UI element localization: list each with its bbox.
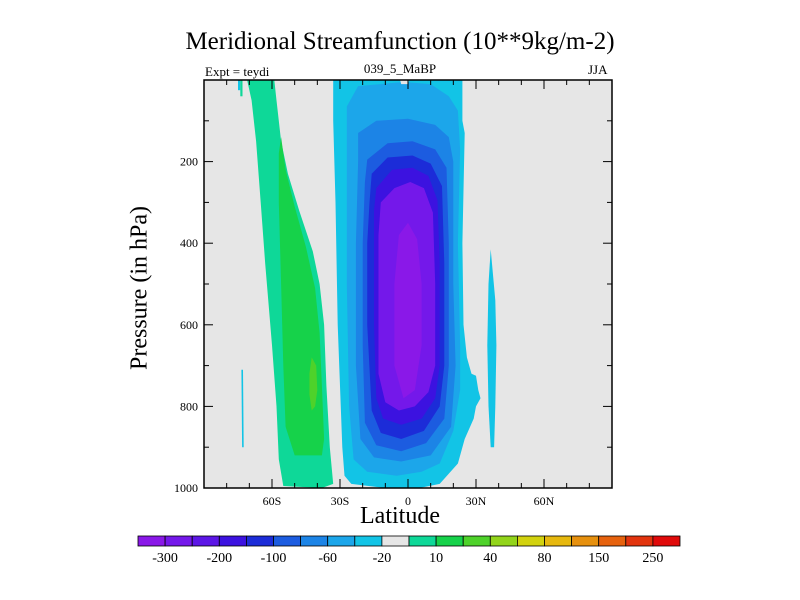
colorbar-label: 40 [483,551,497,566]
colorbar-label: 10 [429,551,443,566]
colorbar-label: 250 [642,551,663,566]
contour-region-north-pole-blob [240,80,243,97]
colorbar-swatch [245,535,274,547]
x-tick-label: 0 [405,494,411,508]
colorbar-swatch [327,535,356,547]
contour-region-left-streak [241,369,244,448]
season-label: JJA [588,62,608,77]
colorbar-label: 150 [588,551,609,566]
colorbar-swatch [462,535,491,547]
colorbar-label: -300 [152,551,178,566]
x-tick-label: 60S [263,494,282,508]
colorbar-swatch [300,535,329,547]
colorbar-swatch [137,535,166,547]
x-axis-label: Latitude [360,503,440,529]
y-tick-label: 400 [180,236,198,250]
x-tick-label: 60N [534,494,555,508]
colorbar-swatch [435,535,464,547]
colorbar-swatch [489,535,518,547]
colorbar-label: -200 [206,551,232,566]
contour-region-south-cell-core-inner [394,222,422,399]
colorbar-swatch [191,535,220,547]
colorbar-label: -20 [373,551,392,566]
y-tick-label: 600 [180,318,198,332]
contour-region-north-pole-sliver [238,80,241,91]
x-tick-label: 30N [466,494,487,508]
colorbar-label: -60 [318,551,337,566]
colorbar-label: -100 [261,551,287,566]
period-label: 039_5_MaBP [363,61,437,76]
colorbar-swatch [517,535,545,547]
colorbar-swatch [598,535,627,547]
contour-region-top-white-spot [400,80,410,85]
colorbar-swatch [218,535,247,547]
colorbar-swatch [381,535,410,547]
chart-title: Meridional Streamfunction (10**9kg/m-2) [185,28,615,55]
colorbar-swatch [408,535,437,547]
contour-fills [238,80,497,488]
experiment-label: Expt = teydi [205,64,270,79]
y-tick-label: 1000 [174,481,198,495]
y-tick-label: 200 [180,155,198,169]
contour-region-right-streak [487,249,497,448]
y-tick-label: 800 [180,399,198,413]
x-tick-label: 30S [331,494,350,508]
colorbar-swatch [544,535,573,547]
colorbar-swatch [625,535,654,547]
colorbar-swatch [652,535,681,547]
contour-region-north-cell-core [309,357,318,411]
colorbar-swatch [354,535,383,547]
colorbar-swatch [273,535,302,547]
colorbar-swatch [164,535,193,547]
colorbar-label: 80 [538,551,552,566]
colorbar-swatch [571,535,600,547]
